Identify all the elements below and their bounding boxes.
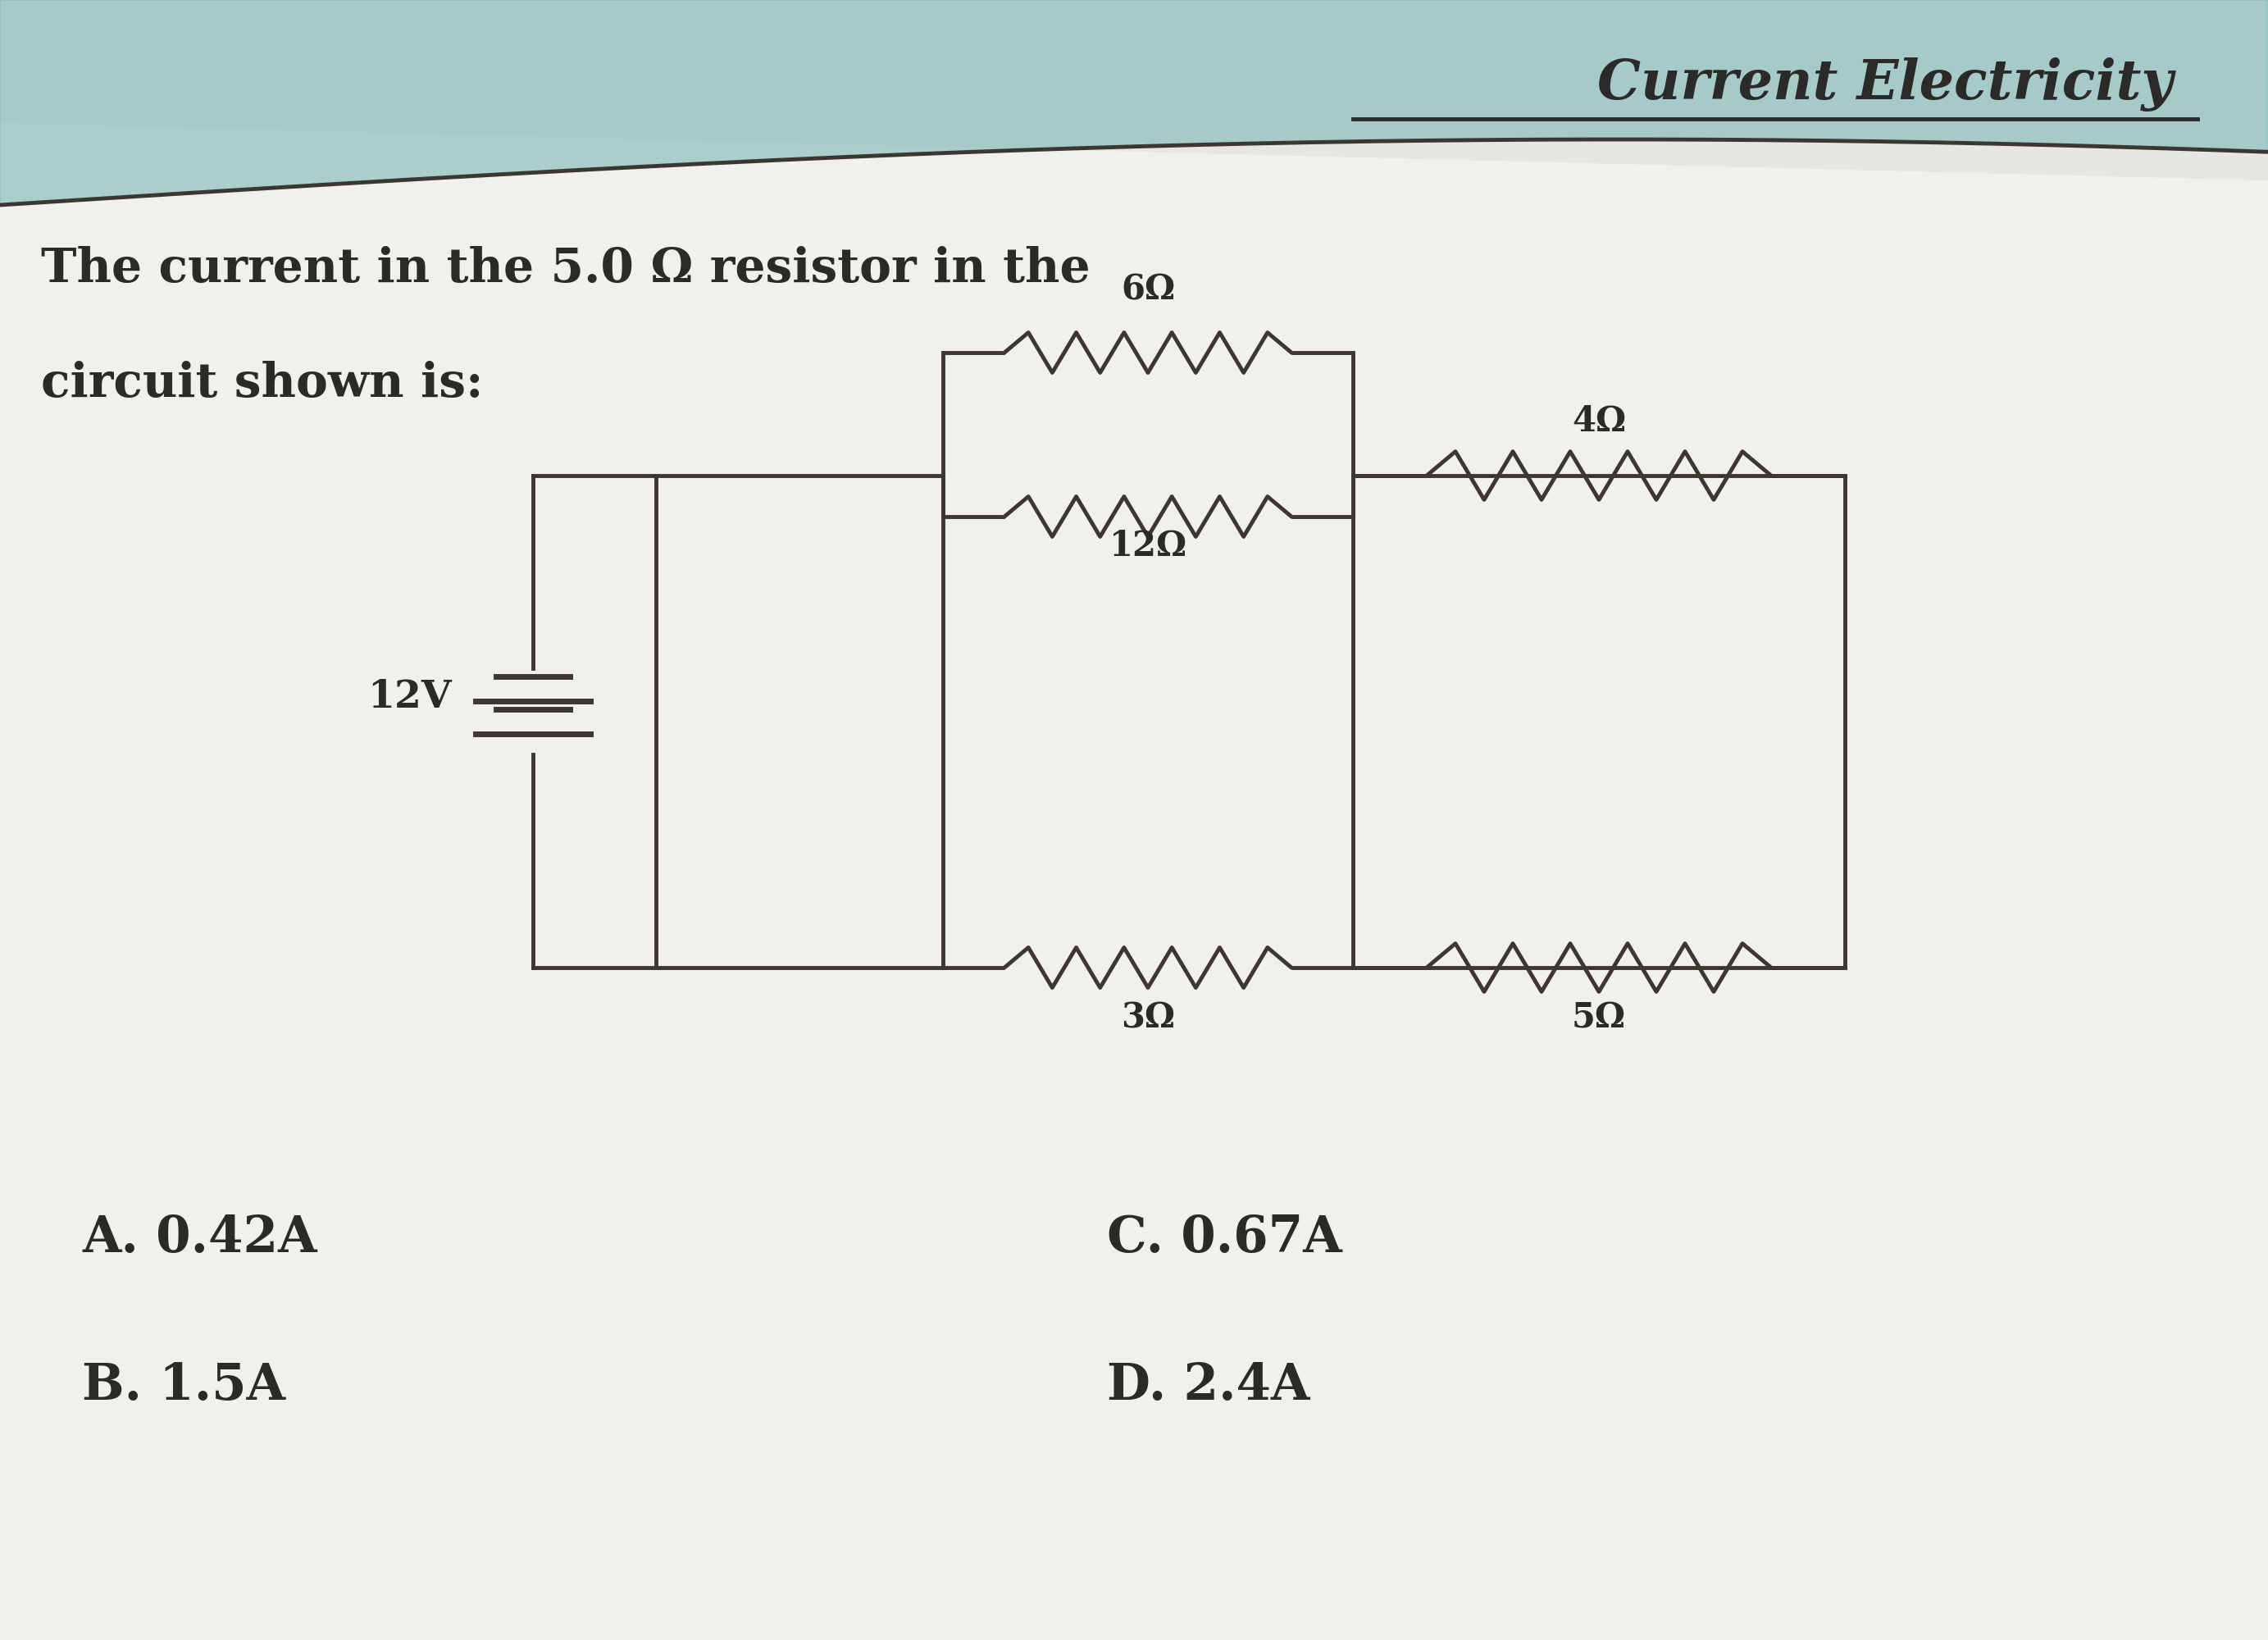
Text: 3Ω: 3Ω xyxy=(1120,1000,1175,1035)
Text: D. 2.4A: D. 2.4A xyxy=(1107,1361,1311,1410)
Text: 12Ω: 12Ω xyxy=(1109,528,1186,564)
Text: 6Ω: 6Ω xyxy=(1120,272,1175,308)
Text: 5Ω: 5Ω xyxy=(1572,1000,1626,1035)
Text: The current in the 5.0 Ω resistor in the: The current in the 5.0 Ω resistor in the xyxy=(41,246,1091,292)
Text: circuit shown is:: circuit shown is: xyxy=(41,361,483,407)
Text: 12V: 12V xyxy=(367,679,451,715)
Text: C. 0.67A: C. 0.67A xyxy=(1107,1214,1343,1263)
Text: Current Electricity: Current Electricity xyxy=(1597,57,2173,112)
Text: 4Ω: 4Ω xyxy=(1572,405,1626,440)
Polygon shape xyxy=(0,123,2268,1640)
Text: A. 0.42A: A. 0.42A xyxy=(82,1214,318,1263)
Text: B. 1.5A: B. 1.5A xyxy=(82,1361,286,1410)
